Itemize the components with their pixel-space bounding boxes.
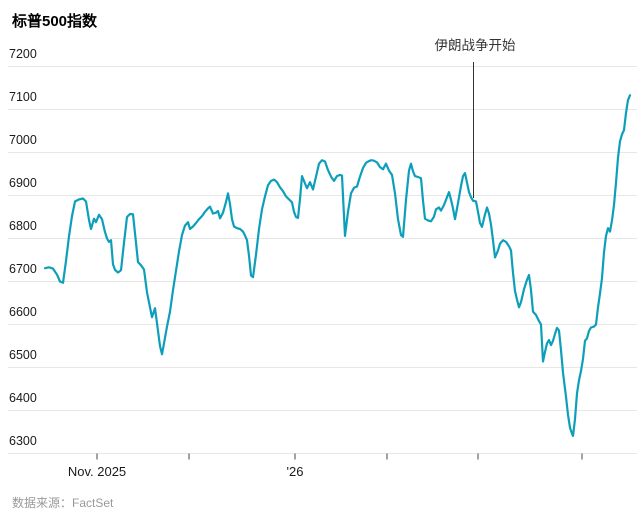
y-axis-label: 6300 [9, 433, 37, 448]
index-line-series [43, 94, 632, 437]
source-note: 数据来源：FactSet [12, 496, 114, 510]
annotation-label: 伊朗战争开始 [434, 38, 516, 53]
y-axis-label: 6400 [9, 390, 37, 405]
y-axis-label: 6700 [9, 261, 37, 276]
chart-title: 标普500指数 [12, 13, 98, 30]
y-axis-label: 7000 [9, 132, 37, 147]
y-axis-label: 7200 [9, 46, 37, 61]
x-axis-label: '26 [286, 464, 304, 479]
y-axis-label: 6900 [9, 175, 37, 190]
y-axis-label: 6500 [9, 347, 37, 362]
y-axis-label: 6800 [9, 218, 37, 233]
x-axis-label: Nov. 2025 [67, 464, 127, 479]
y-axis-label: 7100 [9, 89, 37, 104]
y-axis-label: 6600 [9, 304, 37, 319]
